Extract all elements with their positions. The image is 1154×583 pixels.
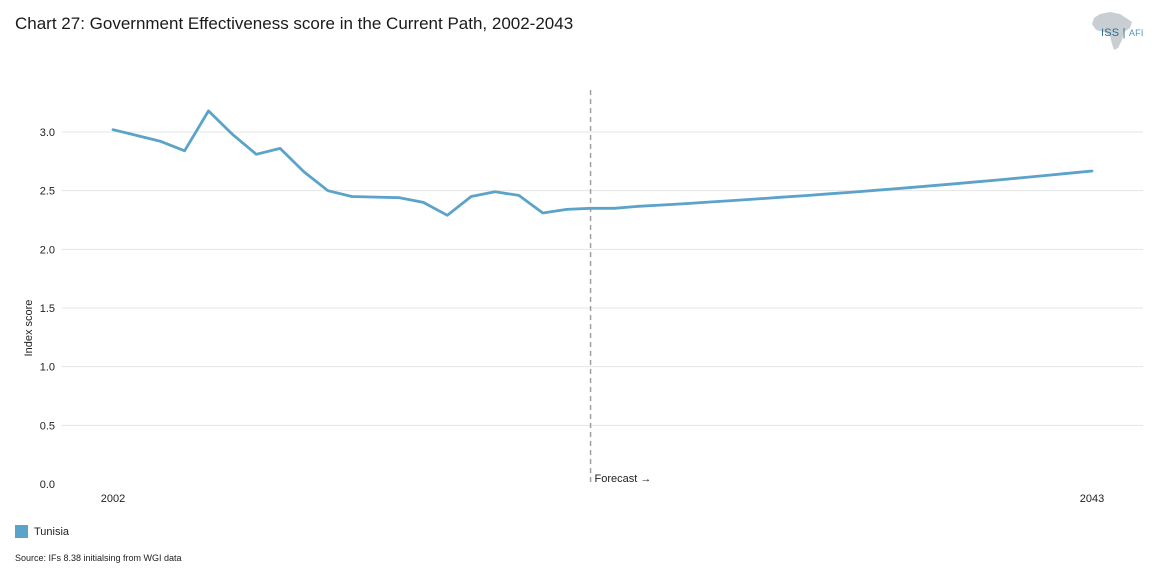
legend-label-tunisia: Tunisia — [34, 525, 70, 538]
logo-afi-text: AFI — [1128, 28, 1144, 38]
series-line-tunisia — [111, 109, 1094, 217]
y-axis-label: Index score — [23, 300, 35, 357]
x-tick-label: 2043 — [1080, 493, 1104, 505]
y-tick-label: 1.0 — [40, 362, 55, 374]
source-note: Source: IFs 8.38 initialsing from WGI da… — [15, 553, 182, 563]
logo-iss-text: ISS — [1101, 27, 1120, 39]
chart-title: Chart 27: Government Effectiveness score… — [15, 14, 574, 33]
legend: Tunisia — [15, 525, 69, 538]
y-tick-label: 1.5 — [40, 303, 55, 315]
y-tick-label: 0.0 — [40, 479, 55, 491]
legend-swatch-tunisia — [15, 525, 28, 538]
y-tick-label: 2.0 — [40, 244, 55, 256]
y-tick-label: 3.0 — [40, 127, 55, 139]
x-tick-label: 2002 — [101, 493, 125, 505]
forecast-label: Forecast → — [595, 473, 652, 485]
y-tick-label: 2.5 — [40, 186, 55, 198]
y-tick-label: 0.5 — [40, 420, 55, 432]
africa-map-icon — [1092, 12, 1132, 50]
